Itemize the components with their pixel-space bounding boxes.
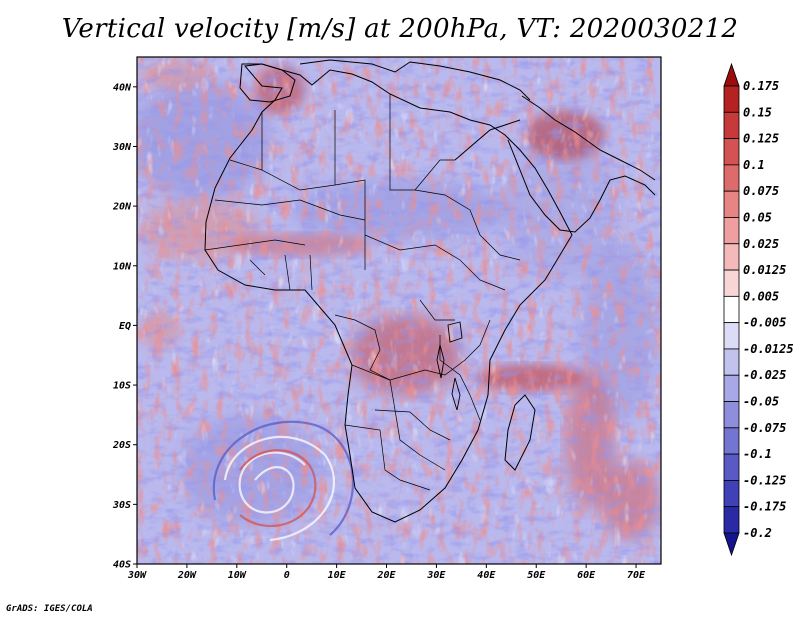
lon-label: 50E: [527, 570, 546, 581]
lat-label: 10N: [113, 261, 132, 272]
colorbar-label: -0.075: [743, 421, 786, 435]
colorbar-swatch: [723, 374, 740, 402]
colorbar-swatch: [723, 217, 740, 245]
colorbar-swatch: [723, 269, 740, 297]
grads-credit: GrADS: IGES/COLA: [6, 604, 93, 614]
lon-label: 0: [284, 570, 290, 581]
lat-label: 30S: [112, 500, 131, 511]
country-borders: [204, 94, 521, 491]
lat-label: 20S: [112, 440, 131, 451]
colorbar-swatch: [723, 295, 740, 324]
colorbar-label: -0.0125: [743, 342, 794, 356]
lon-label: 70E: [627, 570, 646, 581]
lon-label: 10E: [328, 570, 347, 581]
colorbar-swatch: [723, 190, 740, 218]
colorbar-swatch: [723, 322, 740, 350]
colorbar-swatch: [723, 401, 740, 429]
colorbar-swatch: [723, 164, 740, 192]
lat-label: 40S: [113, 560, 131, 571]
colorbar-swatch: [723, 62, 740, 87]
lon-label: 30E: [426, 570, 446, 581]
colorbar-label: -0.005: [743, 316, 786, 330]
colorbar-swatch: [723, 506, 740, 534]
colorbar-label: -0.1: [743, 447, 772, 461]
vertical-velocity-field: [137, 57, 661, 564]
lon-label: 40E: [477, 570, 496, 581]
colorbar-label: 0.0125: [743, 263, 786, 277]
colorbar-swatch: [723, 243, 740, 271]
colorbar-label: 0.1: [743, 158, 765, 172]
colorbar-label: 0.025: [743, 237, 779, 251]
colorbar-label: -0.05: [743, 395, 779, 409]
lon-label: 60E: [577, 570, 596, 581]
map-title: Vertical velocity [m/s] at 200hPa, VT: 2…: [61, 14, 739, 44]
colorbar-swatch: [723, 453, 740, 481]
colorbar-label: 0.175: [743, 79, 779, 93]
colorbar: 0.175 0.15 0.125 0.1 0.075 0.05 0.025 0.0125 0.0…: [723, 62, 794, 557]
lon-label: 30W: [127, 570, 147, 581]
colorbar-label: -0.025: [743, 368, 786, 382]
lat-label: EQ: [119, 321, 131, 332]
colorbar-label: -0.175: [743, 500, 786, 514]
colorbar-swatch: [723, 85, 740, 113]
colorbar-label: 0.05: [743, 210, 772, 224]
colorbar-swatch: [723, 111, 740, 139]
colorbar-swatch: [723, 532, 740, 557]
colorbar-swatch: [723, 348, 740, 376]
lakes: [436, 321, 463, 411]
plot-frame: [136, 56, 662, 565]
colorbar-label: 0.125: [743, 132, 779, 146]
colorbar-label: 0.005: [743, 289, 779, 303]
colorbar-swatch: [723, 480, 740, 508]
lat-label: 40N: [113, 82, 132, 93]
lat-label: 30N: [112, 142, 132, 153]
coastlines: [204, 59, 656, 523]
lon-label: 10W: [228, 570, 247, 581]
colorbar-label: 0.15: [743, 105, 772, 119]
colorbar-label: -0.125: [743, 473, 786, 487]
lon-label: 20W: [177, 570, 197, 581]
colorbar-swatch: [723, 427, 740, 455]
lat-label: 20N: [112, 202, 132, 213]
colorbar-swatch: [723, 138, 740, 166]
lon-label: 20E: [376, 570, 396, 581]
colorbar-label: 0.075: [743, 184, 779, 198]
lat-label: 10S: [113, 381, 131, 392]
colorbar-label: -0.2: [743, 526, 772, 540]
